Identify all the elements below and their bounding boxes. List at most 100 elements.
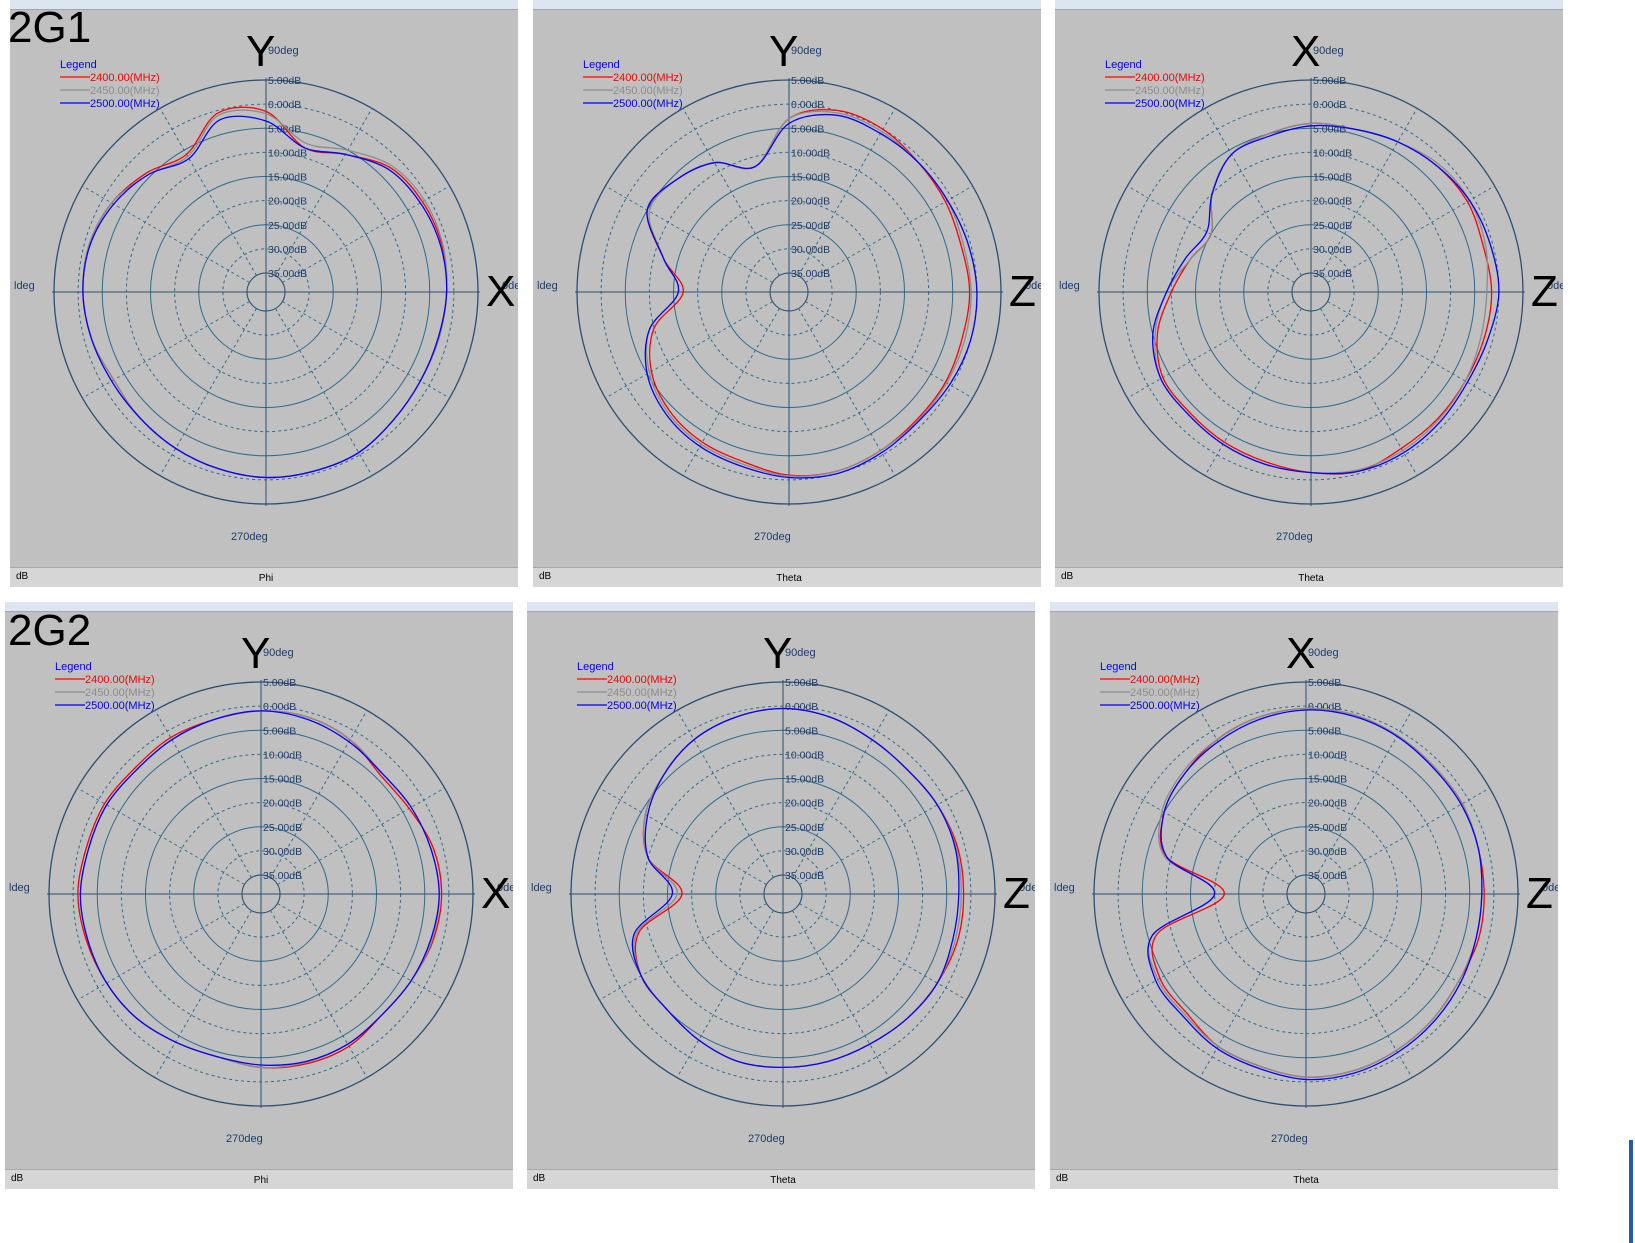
ring-label: 0.00dB: [785, 701, 818, 713]
grid-spoke: [1204, 108, 1302, 276]
ring-label: 20.00dB: [791, 196, 830, 208]
grid-spoke: [1327, 185, 1495, 283]
grid-spoke: [799, 903, 967, 1001]
row-label-2g2: 2G2: [8, 606, 92, 655]
legend-entry: 2500.00(MHz): [607, 700, 677, 712]
angle-label-left: ldeg: [1054, 882, 1075, 894]
angle-axis-name: Phi: [253, 1175, 269, 1186]
legend-entry: 2450.00(MHz): [607, 687, 677, 699]
grid-spoke: [599, 787, 767, 885]
series-line-2500-00-mhz-: [1151, 124, 1500, 475]
window-title-bar[interactable]: [5, 602, 513, 612]
angle-label-right: 0deg: [1542, 882, 1558, 894]
series-line-2500-00-mhz-: [79, 710, 440, 1066]
unit-label: dB: [533, 1173, 546, 1184]
ring-label: 25.00dB: [791, 220, 830, 232]
ring-label: 10.00dB: [1308, 749, 1347, 761]
grid-spoke: [270, 910, 368, 1078]
axis-letter-top: X: [1291, 27, 1320, 76]
ring-label: 20.00dB: [268, 196, 307, 208]
window-title-bar[interactable]: [10, 0, 518, 10]
legend-entry: 2500.00(MHz): [85, 700, 155, 712]
ring-label: 10.00dB: [785, 749, 824, 761]
ring-label: 15.00dB: [268, 172, 307, 184]
axis-letter-right: X: [481, 869, 510, 918]
axis-letter-top: Y: [769, 27, 798, 76]
ring-label: 20.00dB: [1308, 798, 1347, 810]
legend-entry: 2450.00(MHz): [613, 85, 683, 97]
ring-label: 5.00dB: [785, 725, 818, 737]
legend-entry: 2450.00(MHz): [90, 85, 160, 97]
ring-label: 0.00dB: [268, 99, 301, 111]
ring-label: 35.00dB: [1308, 870, 1347, 882]
angle-label-bottom: 270deg: [1276, 531, 1313, 543]
plot-footer: [533, 567, 1041, 587]
window-title-bar[interactable]: [1055, 0, 1563, 10]
axis-letter-top: Y: [241, 629, 270, 678]
polar-chart: 5.00dB0.00dB5.00dB10.00dB15.00dB20.00dB2…: [537, 27, 1041, 543]
grid-spoke: [277, 903, 445, 1001]
angle-label-left: ldeg: [1059, 280, 1080, 292]
window-title-bar[interactable]: [533, 0, 1041, 10]
angle-label-top: 90deg: [1313, 45, 1344, 57]
ring-label: 5.00dB: [268, 75, 301, 87]
grid-spoke: [77, 787, 245, 885]
window-title-bar[interactable]: [1050, 602, 1558, 612]
angle-label-left: ldeg: [14, 280, 35, 292]
grid-spoke: [1127, 301, 1295, 399]
polar-chart: 5.00dB0.00dB5.00dB10.00dB15.00dB20.00dB2…: [531, 629, 1035, 1145]
ring-label: 5.00dB: [791, 123, 824, 135]
legend-title: Legend: [577, 661, 614, 673]
legend-entry: 2400.00(MHz): [1135, 72, 1205, 84]
series-line-2500-00-mhz-: [644, 113, 978, 479]
ring-label: 30.00dB: [785, 846, 824, 858]
grid-spoke: [798, 108, 896, 276]
ring-label: 35.00dB: [268, 268, 307, 280]
ring-label: 30.00dB: [268, 244, 307, 256]
series-line-2500-00-mhz-: [631, 707, 960, 1069]
ring-label: 5.00dB: [263, 677, 296, 689]
angle-label-bottom: 270deg: [1271, 1133, 1308, 1145]
polar-plot-window: dB Theta 5.00dB 0.00dB 5.00dB 10.00dB 15.00dB 2…: [527, 602, 1035, 1189]
angle-label-bottom: 270deg: [226, 1133, 263, 1145]
grid-spoke: [605, 301, 773, 399]
grid-spoke: [275, 308, 373, 476]
ring-label: 30.00dB: [263, 846, 302, 858]
angle-label-top: 90deg: [785, 647, 816, 659]
ring-label: 10.00dB: [263, 749, 302, 761]
unit-label: dB: [539, 571, 552, 582]
angle-label-right: 0deg: [1025, 280, 1041, 292]
polar-chart: 5.00dB0.00dB5.00dB10.00dB15.00dB20.00dB2…: [14, 27, 518, 543]
polar-plot-window: dB Phi 5.00dB 0.00dB 5.00dB 10.00dB 15.00dB 20.…: [10, 0, 518, 587]
legend-entry: 2500.00(MHz): [1135, 98, 1205, 110]
angle-label-top: 90deg: [263, 647, 294, 659]
legend-entry: 2400.00(MHz): [607, 674, 677, 686]
ring-label: 25.00dB: [785, 822, 824, 834]
polar-chart: 5.00dB0.00dB5.00dB10.00dB15.00dB20.00dB2…: [1059, 27, 1563, 543]
angle-label-top: 90deg: [268, 45, 299, 57]
row-separator: [0, 589, 1635, 601]
grid-spoke: [805, 185, 973, 283]
legend-title: Legend: [1105, 59, 1142, 71]
ring-label: 25.00dB: [1313, 220, 1352, 232]
grid-spoke: [676, 910, 774, 1078]
ring-label: 30.00dB: [1313, 244, 1352, 256]
legend-entry: 2450.00(MHz): [1135, 85, 1205, 97]
polar-plot-window: dB Phi 5.00dB 0.00dB 5.00dB 10.00dB 15.00dB 20.…: [5, 602, 513, 1189]
unit-label: dB: [1061, 571, 1074, 582]
angle-label-bottom: 270deg: [748, 1133, 785, 1145]
ring-label: 25.00dB: [1308, 822, 1347, 834]
angle-label-bottom: 270deg: [754, 531, 791, 543]
window-edge: [1629, 1140, 1633, 1243]
grid-spoke: [676, 710, 774, 878]
window-title-bar[interactable]: [527, 602, 1035, 612]
grid-spoke: [159, 108, 257, 276]
ring-label: 35.00dB: [791, 268, 830, 280]
axis-letter-top: Y: [246, 27, 275, 76]
ring-label: 15.00dB: [1308, 774, 1347, 786]
axis-letter-right: Z: [1531, 267, 1558, 316]
ring-label: 15.00dB: [791, 172, 830, 184]
grid-spoke: [1199, 910, 1297, 1078]
grid-spoke: [792, 710, 890, 878]
grid-spoke: [154, 710, 252, 878]
